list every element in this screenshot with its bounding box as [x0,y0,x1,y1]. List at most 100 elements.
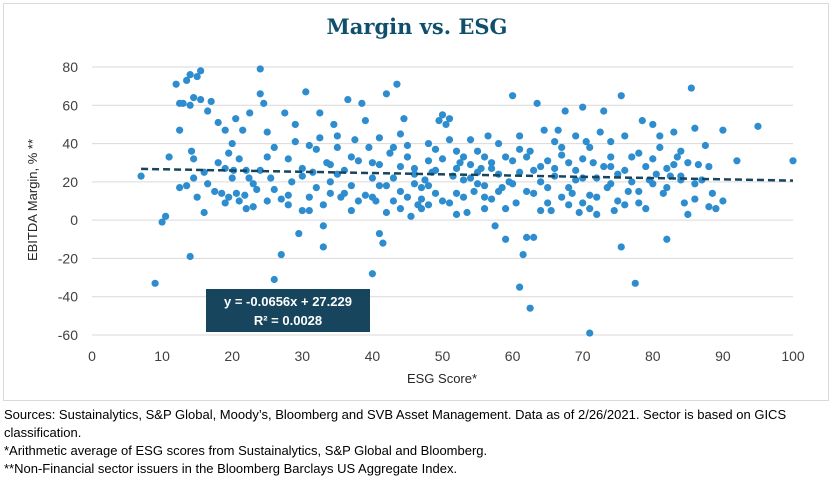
data-point [368,270,376,278]
data-point [207,97,215,106]
data-point [214,118,222,127]
data-point [575,208,583,217]
data-point [544,157,552,165]
data-point [494,187,503,196]
data-point [190,94,198,102]
data-point [165,153,173,161]
data-point [705,203,713,211]
y-tick-label: 60 [62,97,78,113]
data-point [687,84,695,92]
data-point [459,193,468,201]
data-point [508,157,517,165]
data-point [368,159,376,167]
data-point [466,174,475,182]
data-point [270,185,278,194]
data-point [288,178,296,186]
data-point [691,180,699,188]
data-point [544,199,552,207]
data-point [214,159,222,167]
data-point [361,191,369,199]
data-point [218,189,226,197]
data-point [305,141,313,150]
data-point [281,109,289,117]
data-point [551,164,559,173]
data-point [663,164,671,173]
data-point [417,184,426,192]
data-point [368,174,376,182]
data-point [586,205,594,213]
chart-title: Margin vs. ESG [326,14,508,39]
data-point [691,195,699,203]
data-point [607,162,615,171]
data-point [487,195,496,203]
data-point [691,124,699,132]
data-point [211,187,219,196]
data-point [607,180,615,188]
data-point [480,153,489,161]
data-point [379,239,387,247]
data-point [516,168,524,176]
data-point [540,126,548,134]
data-point [410,180,419,188]
data-point [403,193,412,201]
data-point [628,178,636,186]
data-point [407,212,415,220]
data-point [312,184,320,192]
data-point [705,162,713,171]
data-point [586,143,594,151]
data-point [565,159,573,167]
data-point [621,201,629,209]
data-point [568,189,576,197]
data-point [389,143,398,151]
data-point [512,199,520,207]
data-point [176,184,184,192]
data-point [659,189,667,197]
data-point [624,187,632,196]
data-point [340,189,348,197]
data-point [193,193,201,201]
data-point [533,99,541,107]
y-tick-label: 40 [62,136,78,152]
data-point [558,143,566,151]
data-point [656,143,664,151]
data-point [642,162,650,171]
data-point [754,122,762,130]
data-point [284,191,292,199]
data-point [530,233,538,241]
data-point [410,164,419,173]
data-point [204,107,212,115]
data-point [614,197,622,205]
data-point [501,235,510,243]
data-point [389,197,398,205]
data-point [501,153,510,161]
data-point [445,136,454,144]
data-point [617,92,625,100]
data-point [263,153,271,161]
data-point [621,166,629,174]
data-point [183,76,191,84]
data-point [537,206,545,215]
data-point [197,67,205,75]
data-point [516,283,524,291]
data-point [480,205,489,213]
x-axis-ticks: 0 10 20 30 40 50 60 70 80 90 100 [88,348,805,364]
data-point [162,212,170,220]
data-point [452,147,461,155]
data-point [137,172,145,180]
data-point [565,184,573,192]
data-point [670,128,678,136]
y-tick-label: -20 [58,250,78,266]
data-point [473,147,482,155]
data-point [480,193,489,201]
x-tick-label: 100 [781,348,805,364]
data-point [459,176,468,184]
data-point [494,139,503,148]
data-point [389,174,398,182]
data-point [586,329,594,337]
data-point [508,180,517,188]
data-point [403,141,412,150]
data-point [586,191,594,199]
data-point [232,189,241,197]
trendline [141,167,794,182]
data-point [572,166,580,174]
